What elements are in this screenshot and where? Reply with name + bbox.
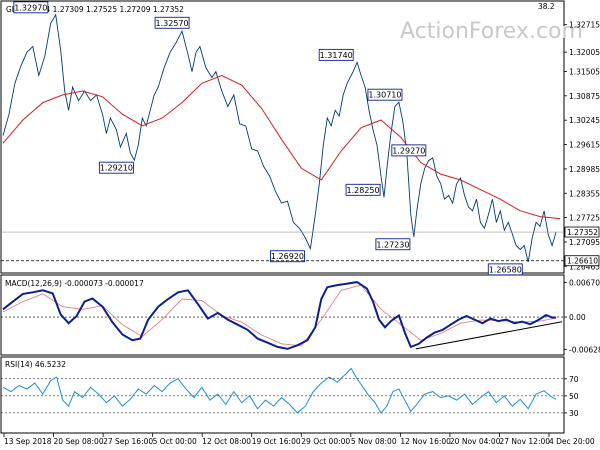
time-tick-label: 19 Oct 16:00 [252, 437, 301, 446]
annotation-label: 1.27230 [376, 240, 409, 249]
macd-signal-line [2, 284, 557, 347]
support-level: 1.26610 [1, 255, 600, 267]
annotation-box [270, 250, 305, 263]
price-tick-label: 1.28985 [569, 165, 600, 174]
rsi-tick-label: 50 [569, 392, 579, 401]
annotation-label: 1.31740 [320, 51, 353, 60]
time-tick-label: 12 Oct 08:00 [202, 437, 251, 446]
price-panel [0, 0, 565, 274]
time-tick-label: 27 Sep 16:00 [103, 437, 153, 446]
current-price-label: 1.27352 [567, 228, 598, 237]
macd-label: MACD(12,26,9) -0.000073 -0.000017 [5, 279, 144, 288]
price-tick-label: 1.32715 [569, 21, 600, 30]
moving-average-line [2, 74, 561, 220]
current-price-box [564, 226, 600, 238]
time-tick-label: 12 Nov 16:00 [400, 437, 451, 446]
price-tick-label: 1.30875 [569, 92, 600, 101]
price-tick-label: 1.31505 [569, 67, 600, 76]
annotation-label: 1.29270 [392, 146, 425, 155]
corner-label: 38.2 [538, 2, 555, 11]
chart-header: GBPUSD,H4 1.27309 1.27525 1.27209 1.2735… [6, 5, 184, 14]
annotation-box [318, 48, 354, 61]
rsi-tick-label: 70 [569, 375, 579, 384]
annotation-label: 1.29210 [100, 164, 133, 173]
time-tick-label: 13 Sep 2018 [4, 437, 52, 446]
macd-tick-label: -0.00628 [569, 345, 600, 354]
annotation-box [13, 1, 49, 14]
time-tick-label: 27 Nov 12:00 [499, 437, 550, 446]
annotation-box [98, 161, 134, 174]
price-tick-label: 1.26465 [569, 262, 600, 271]
price-tick-label: 1.27095 [569, 238, 600, 247]
price-tick-label: 1.27725 [569, 214, 600, 223]
annotation-label: 1.30710 [368, 91, 401, 100]
annotation-label: 1.26920 [271, 252, 304, 261]
rsi-axis: 70 50 30 [1, 375, 579, 418]
annotation-label: 1.32970 [14, 3, 47, 12]
price-series-line [2, 13, 557, 263]
annotation-label: 1.28250 [347, 186, 380, 195]
current-price-marker: 1.27352 [1, 226, 600, 238]
annotation-box [367, 88, 403, 101]
time-axis: 13 Sep 2018 20 Sep 08:00 27 Sep 16:00 5 Oct… [3, 433, 595, 446]
time-tick-label: 5 Nov 08:00 [351, 437, 397, 446]
time-tick-label: 29 Oct 00:00 [301, 437, 350, 446]
price-tick-label: 1.32005 [569, 48, 600, 57]
price-annotations: 1.32970 1.32570 1.29210 1.31740 1.30710 1.292… [13, 1, 523, 276]
time-tick-label: 20 Sep 08:00 [54, 437, 104, 446]
annotation-box [345, 183, 381, 196]
rsi-tick-label: 30 [569, 409, 579, 418]
support-box [564, 255, 600, 267]
rsi-line [2, 367, 557, 414]
annotation-label: 1.32570 [156, 19, 189, 28]
price-tick-label: 1.29615 [569, 141, 600, 150]
macd-panel [0, 274, 565, 356]
annotation-box [487, 263, 523, 276]
annotation-box [391, 144, 427, 157]
annotation-box [154, 16, 190, 29]
price-axis: 1.32715 1.32005 1.31505 1.30875 1.30245 1.296… [564, 21, 600, 271]
annotation-box [375, 238, 411, 251]
watermark: ActionForex.com [400, 19, 583, 44]
price-tick-label: 1.28355 [569, 189, 600, 198]
support-label: 1.26610 [567, 257, 598, 266]
macd-trendline [415, 321, 563, 350]
time-tick-label: 4 Dec 20:00 [549, 437, 595, 446]
price-tick-label: 1.30245 [569, 116, 600, 125]
annotation-label: 1.26580 [489, 265, 522, 274]
rsi-label: RSI(14) 46.5232 [5, 360, 66, 369]
time-tick-label: 20 Nov 04:00 [450, 437, 501, 446]
macd-main-line [2, 281, 556, 350]
time-tick-label: 5 Oct 00:00 [153, 437, 197, 446]
rsi-panel [0, 356, 565, 434]
macd-tick-label: 0.006706 [569, 279, 600, 288]
macd-tick-label: 0.00 [569, 313, 586, 322]
